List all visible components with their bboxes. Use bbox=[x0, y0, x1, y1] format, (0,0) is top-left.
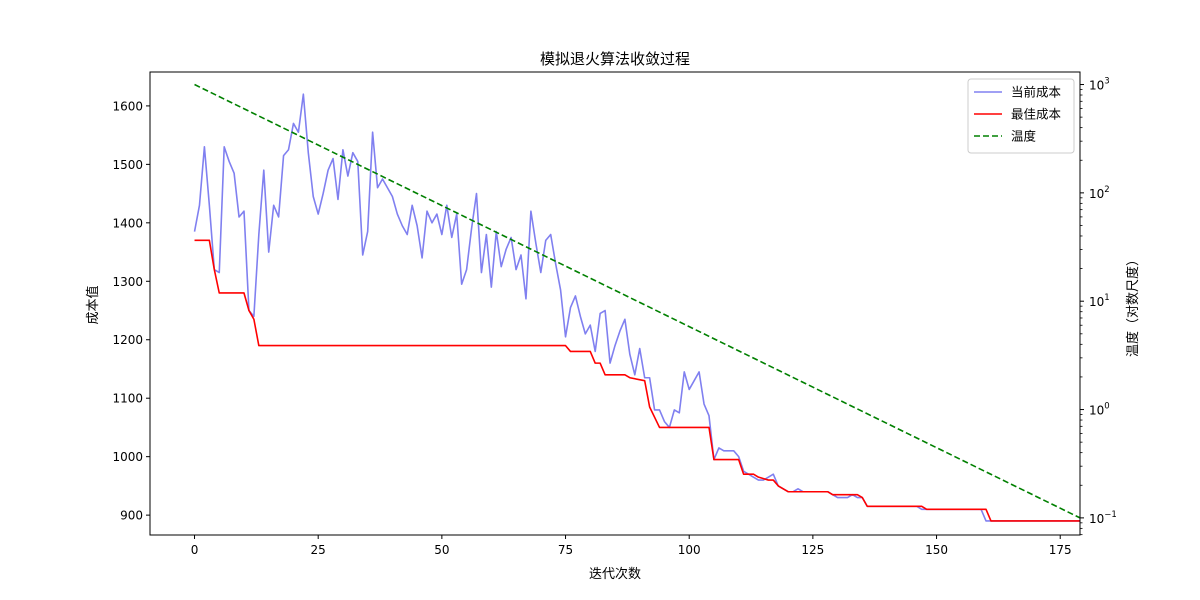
x-tick-label: 0 bbox=[191, 543, 199, 557]
x-tick-label: 125 bbox=[801, 543, 824, 557]
y2-tick-label: 102 bbox=[1089, 185, 1110, 201]
y-tick-label: 1200 bbox=[112, 333, 143, 347]
y2-tick-label: 103 bbox=[1089, 77, 1110, 93]
y2-tick-label: 100 bbox=[1089, 402, 1110, 418]
legend-label-2: 最佳成本 bbox=[1011, 107, 1062, 122]
legend-box bbox=[967, 78, 1075, 154]
y-tick-label: 1000 bbox=[112, 450, 143, 464]
y-tick-label: 1600 bbox=[112, 99, 143, 113]
series-line-2 bbox=[194, 239, 1080, 522]
x-tick-label: 175 bbox=[1049, 543, 1072, 557]
legend-label-3: 温度 bbox=[1011, 129, 1037, 144]
y2-tick-label: 101 bbox=[1089, 293, 1110, 309]
x-axis-label: 迭代次数 bbox=[589, 566, 641, 582]
axes: 0 25 50 75 100 125 150 175 900 1000 1100 1200 1300 14… bbox=[112, 71, 1117, 557]
plot-area bbox=[193, 83, 1081, 522]
y2-axis-label: 温度（对数尺度） bbox=[1125, 253, 1141, 357]
y-tick-label: 1500 bbox=[112, 158, 143, 172]
y-tick-label: 1300 bbox=[112, 275, 143, 289]
legend-label-1: 当前成本 bbox=[1011, 85, 1062, 100]
x-tick-label: 150 bbox=[925, 543, 948, 557]
y-tick-label: 1400 bbox=[112, 216, 143, 230]
x-tick-label: 25 bbox=[311, 543, 326, 557]
series-line-3 bbox=[194, 83, 1081, 519]
x-tick-label: 100 bbox=[678, 543, 701, 557]
x-tick-label: 50 bbox=[434, 543, 449, 557]
x-tick-label: 75 bbox=[558, 543, 573, 557]
y-tick-label: 1100 bbox=[112, 392, 143, 406]
axes-frame bbox=[149, 71, 1081, 536]
y-axis-label: 成本值 bbox=[85, 285, 101, 324]
y-tick-label: 900 bbox=[120, 509, 143, 523]
y2-tick-label: 10−1 bbox=[1089, 510, 1117, 526]
chart-title: 模拟退火算法收敛过程 bbox=[540, 50, 690, 68]
